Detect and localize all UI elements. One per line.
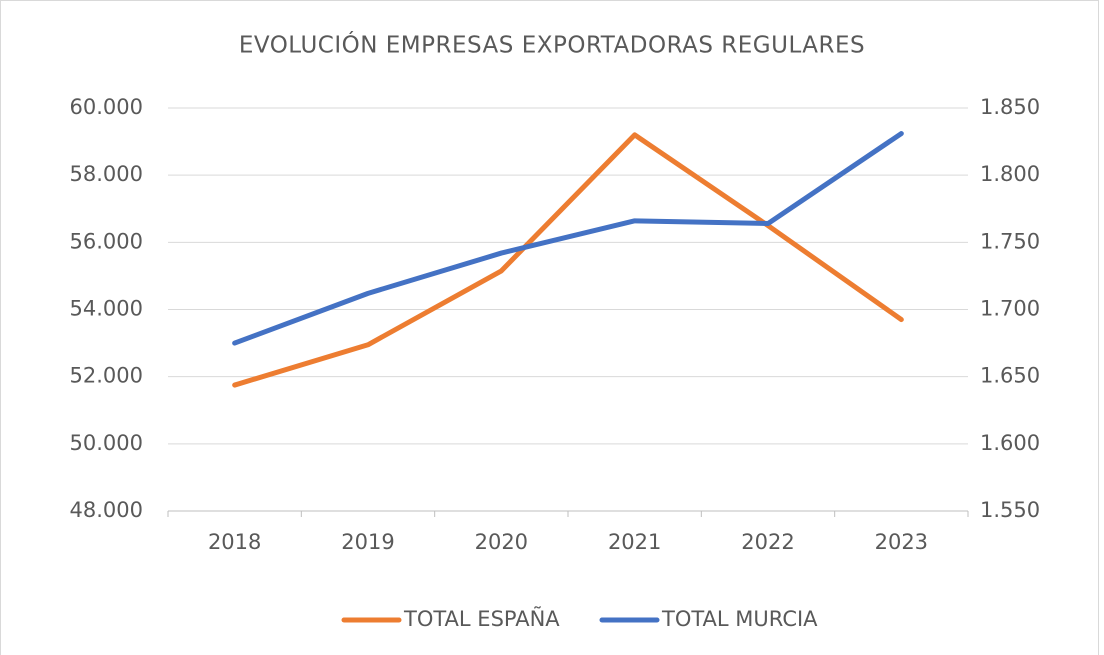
x-tick-label: 2022 bbox=[741, 530, 794, 554]
x-tick-label: 2023 bbox=[875, 530, 928, 554]
y2-tick-label: 1.850 bbox=[980, 95, 1040, 119]
y-tick-label: 58.000 bbox=[70, 162, 143, 186]
series-line bbox=[232, 131, 904, 346]
y-tick-label: 52.000 bbox=[70, 364, 143, 388]
y2-tick-label: 1.550 bbox=[980, 498, 1040, 522]
y2-tick-label: 1.800 bbox=[980, 162, 1040, 186]
x-tick-label: 2019 bbox=[341, 530, 394, 554]
chart-title: EVOLUCIÓN EMPRESAS EXPORTADORAS REGULARE… bbox=[239, 31, 865, 59]
y2-tick-label: 1.650 bbox=[980, 364, 1040, 388]
y-tick-label: 48.000 bbox=[70, 498, 143, 522]
legend-label: TOTAL MURCIA bbox=[661, 607, 818, 631]
y2-tick-label: 1.700 bbox=[980, 297, 1040, 321]
x-tick-label: 2021 bbox=[608, 530, 661, 554]
x-tick-label: 2018 bbox=[208, 530, 261, 554]
y-tick-label: 60.000 bbox=[70, 95, 143, 119]
y2-tick-label: 1.600 bbox=[980, 431, 1040, 455]
y-tick-label: 56.000 bbox=[70, 229, 143, 253]
series-line bbox=[232, 132, 904, 388]
y2-tick-label: 1.750 bbox=[980, 229, 1040, 253]
y-tick-label: 54.000 bbox=[70, 297, 143, 321]
legend-label: TOTAL ESPAÑA bbox=[403, 605, 560, 631]
y-tick-label: 50.000 bbox=[70, 431, 143, 455]
x-tick-label: 2020 bbox=[475, 530, 528, 554]
